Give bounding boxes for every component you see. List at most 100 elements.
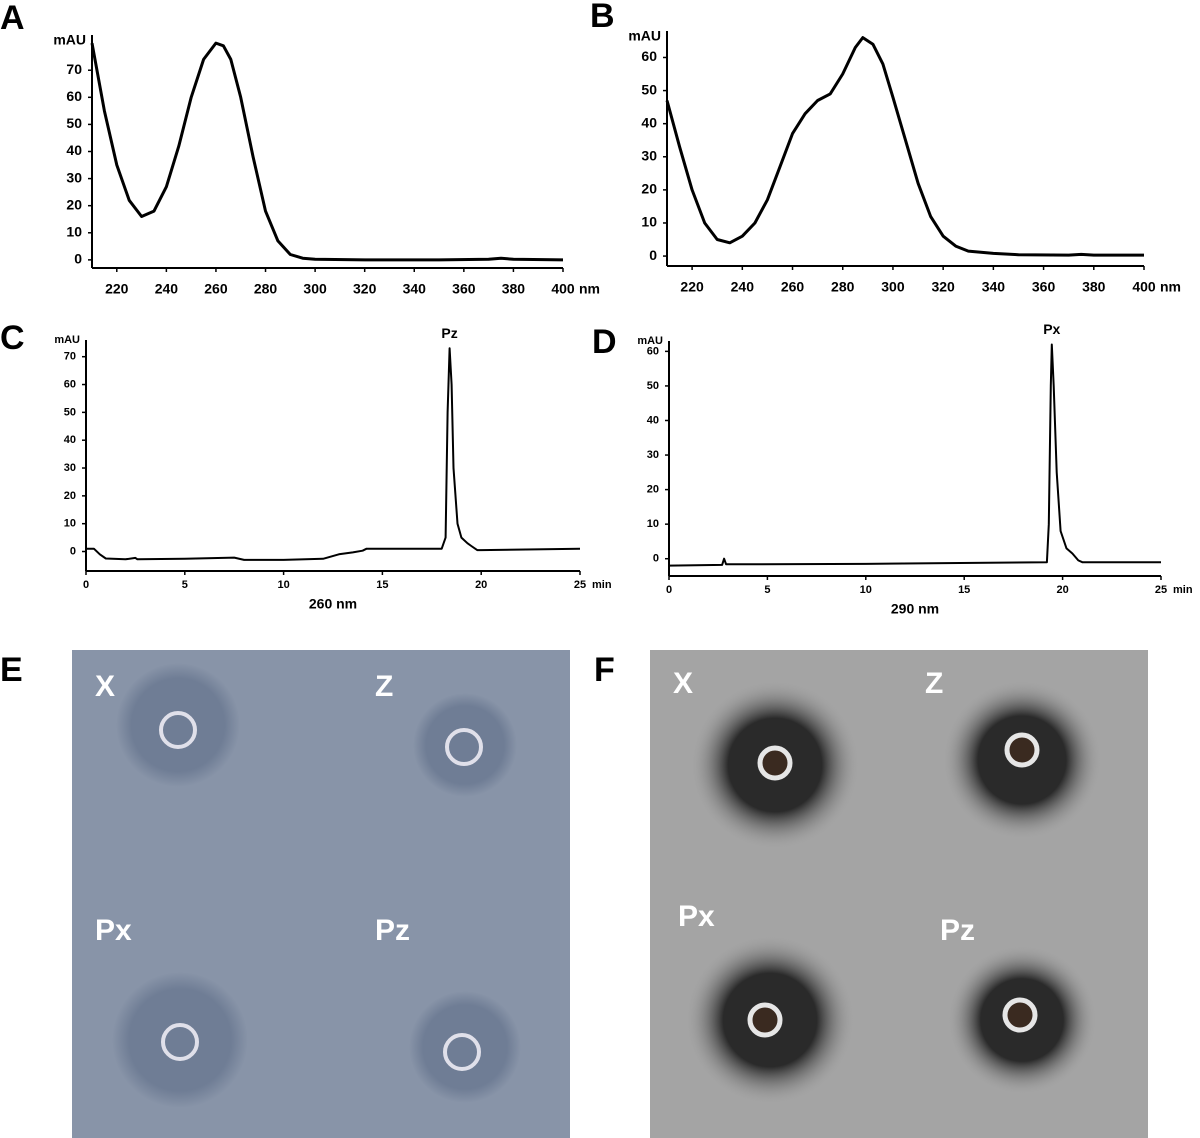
x-tick-label: 20 xyxy=(1056,584,1068,596)
x-tick-label: 300 xyxy=(303,281,327,297)
x-tick-label: 25 xyxy=(574,579,586,591)
annotation: Pz xyxy=(441,325,457,341)
panel-letter: D xyxy=(592,323,617,361)
zone xyxy=(413,693,517,797)
x-tick-label: 10 xyxy=(860,584,872,596)
x-tick-label: 260 xyxy=(204,281,228,297)
x-tick-label: 400 xyxy=(551,281,575,297)
y-axis-label: mAU xyxy=(53,32,86,48)
panel-letter: C xyxy=(0,319,25,357)
y-tick-label: 50 xyxy=(641,81,657,97)
x-tick-label: 340 xyxy=(403,281,427,297)
x-axis-label: 260 nm xyxy=(309,596,357,612)
y-tick-label: 60 xyxy=(64,378,76,390)
zone xyxy=(116,663,240,787)
y-tick-label: 10 xyxy=(64,518,76,530)
y-tick-label: 20 xyxy=(641,181,657,197)
photo-label: X xyxy=(673,667,693,700)
y-tick-label: 10 xyxy=(66,223,82,239)
x-tick-label: 260 xyxy=(781,279,805,295)
y-tick-label: 60 xyxy=(647,345,659,357)
panel-letter: E xyxy=(0,651,23,689)
y-tick-label: 0 xyxy=(653,553,659,565)
x-tick-label: 280 xyxy=(831,279,855,295)
y-tick-label: 0 xyxy=(649,247,657,263)
y-axis-label: mAU xyxy=(637,335,663,347)
photo-label: Px xyxy=(95,914,132,947)
x-tick-label: 240 xyxy=(155,281,179,297)
photo-label: Z xyxy=(925,667,943,700)
y-tick-label: 60 xyxy=(641,48,657,64)
y-tick-label: 10 xyxy=(647,518,659,530)
x-tick-label: 25 xyxy=(1155,584,1167,596)
x-unit: min xyxy=(592,579,612,591)
x-tick-label: 380 xyxy=(1082,279,1106,295)
x-tick-label: 5 xyxy=(182,579,188,591)
x-tick-label: 5 xyxy=(764,584,770,596)
photo-label: X xyxy=(95,670,115,703)
zone xyxy=(409,991,521,1103)
x-tick-label: 300 xyxy=(881,279,905,295)
y-tick-label: 70 xyxy=(66,61,82,77)
data-line xyxy=(86,347,581,561)
photo-label: Px xyxy=(678,900,715,933)
y-tick-label: 50 xyxy=(66,115,82,131)
x-tick-label: 15 xyxy=(376,579,388,591)
x-tick-label: 280 xyxy=(254,281,278,297)
x-tick-label: 380 xyxy=(502,281,526,297)
x-tick-label: 20 xyxy=(475,579,487,591)
wells xyxy=(747,732,1040,1038)
zone xyxy=(112,972,248,1108)
data-line xyxy=(668,343,1161,567)
x-tick-label: 10 xyxy=(277,579,289,591)
y-axis-label: mAU xyxy=(54,334,80,346)
y-tick-label: 40 xyxy=(641,114,657,130)
x-tick-label: 0 xyxy=(83,579,89,591)
panel-letter: A xyxy=(0,0,25,37)
x-tick-label: 220 xyxy=(680,279,704,295)
y-tick-label: 30 xyxy=(66,169,82,185)
x-unit: nm xyxy=(579,281,600,297)
y-tick-label: 60 xyxy=(66,88,82,104)
x-tick-label: 360 xyxy=(1032,279,1056,295)
annotation: Px xyxy=(1043,321,1060,337)
y-tick-label: 20 xyxy=(66,196,82,212)
photo-label: Pz xyxy=(940,914,975,947)
photo-label: Pz xyxy=(375,914,410,947)
y-axis-label: mAU xyxy=(628,28,661,44)
wells xyxy=(159,711,483,1071)
y-tick-label: 50 xyxy=(64,406,76,418)
x-tick-label: 220 xyxy=(105,281,129,297)
x-tick-label: 400 xyxy=(1132,279,1156,295)
y-tick-label: 30 xyxy=(64,462,76,474)
x-unit: min xyxy=(1173,584,1193,596)
y-tick-label: 50 xyxy=(647,380,659,392)
y-tick-label: 20 xyxy=(647,484,659,496)
y-tick-label: 20 xyxy=(64,490,76,502)
y-tick-label: 30 xyxy=(641,147,657,163)
x-tick-label: 360 xyxy=(452,281,476,297)
x-axis-label: 290 nm xyxy=(891,601,939,617)
photo-e: X Z Px Pz xyxy=(72,650,570,1138)
data-line xyxy=(90,41,564,262)
x-unit: nm xyxy=(1160,279,1181,295)
x-tick-label: 320 xyxy=(353,281,377,297)
y-tick-label: 70 xyxy=(64,351,76,363)
y-tick-label: 0 xyxy=(70,545,76,557)
panel-letter: F xyxy=(594,651,615,689)
photo-f: X Z Px Pz xyxy=(650,650,1148,1138)
y-tick-label: 40 xyxy=(64,434,76,446)
y-tick-label: 30 xyxy=(647,449,659,461)
photo-label: Z xyxy=(375,670,393,703)
x-tick-label: 240 xyxy=(731,279,755,295)
y-tick-label: 10 xyxy=(641,214,657,230)
panel-letter: B xyxy=(590,0,615,35)
x-tick-label: 340 xyxy=(982,279,1006,295)
y-tick-label: 40 xyxy=(647,414,659,426)
y-tick-label: 40 xyxy=(66,142,82,158)
x-tick-label: 15 xyxy=(958,584,970,596)
data-line xyxy=(665,36,1144,257)
y-tick-label: 0 xyxy=(74,251,82,267)
